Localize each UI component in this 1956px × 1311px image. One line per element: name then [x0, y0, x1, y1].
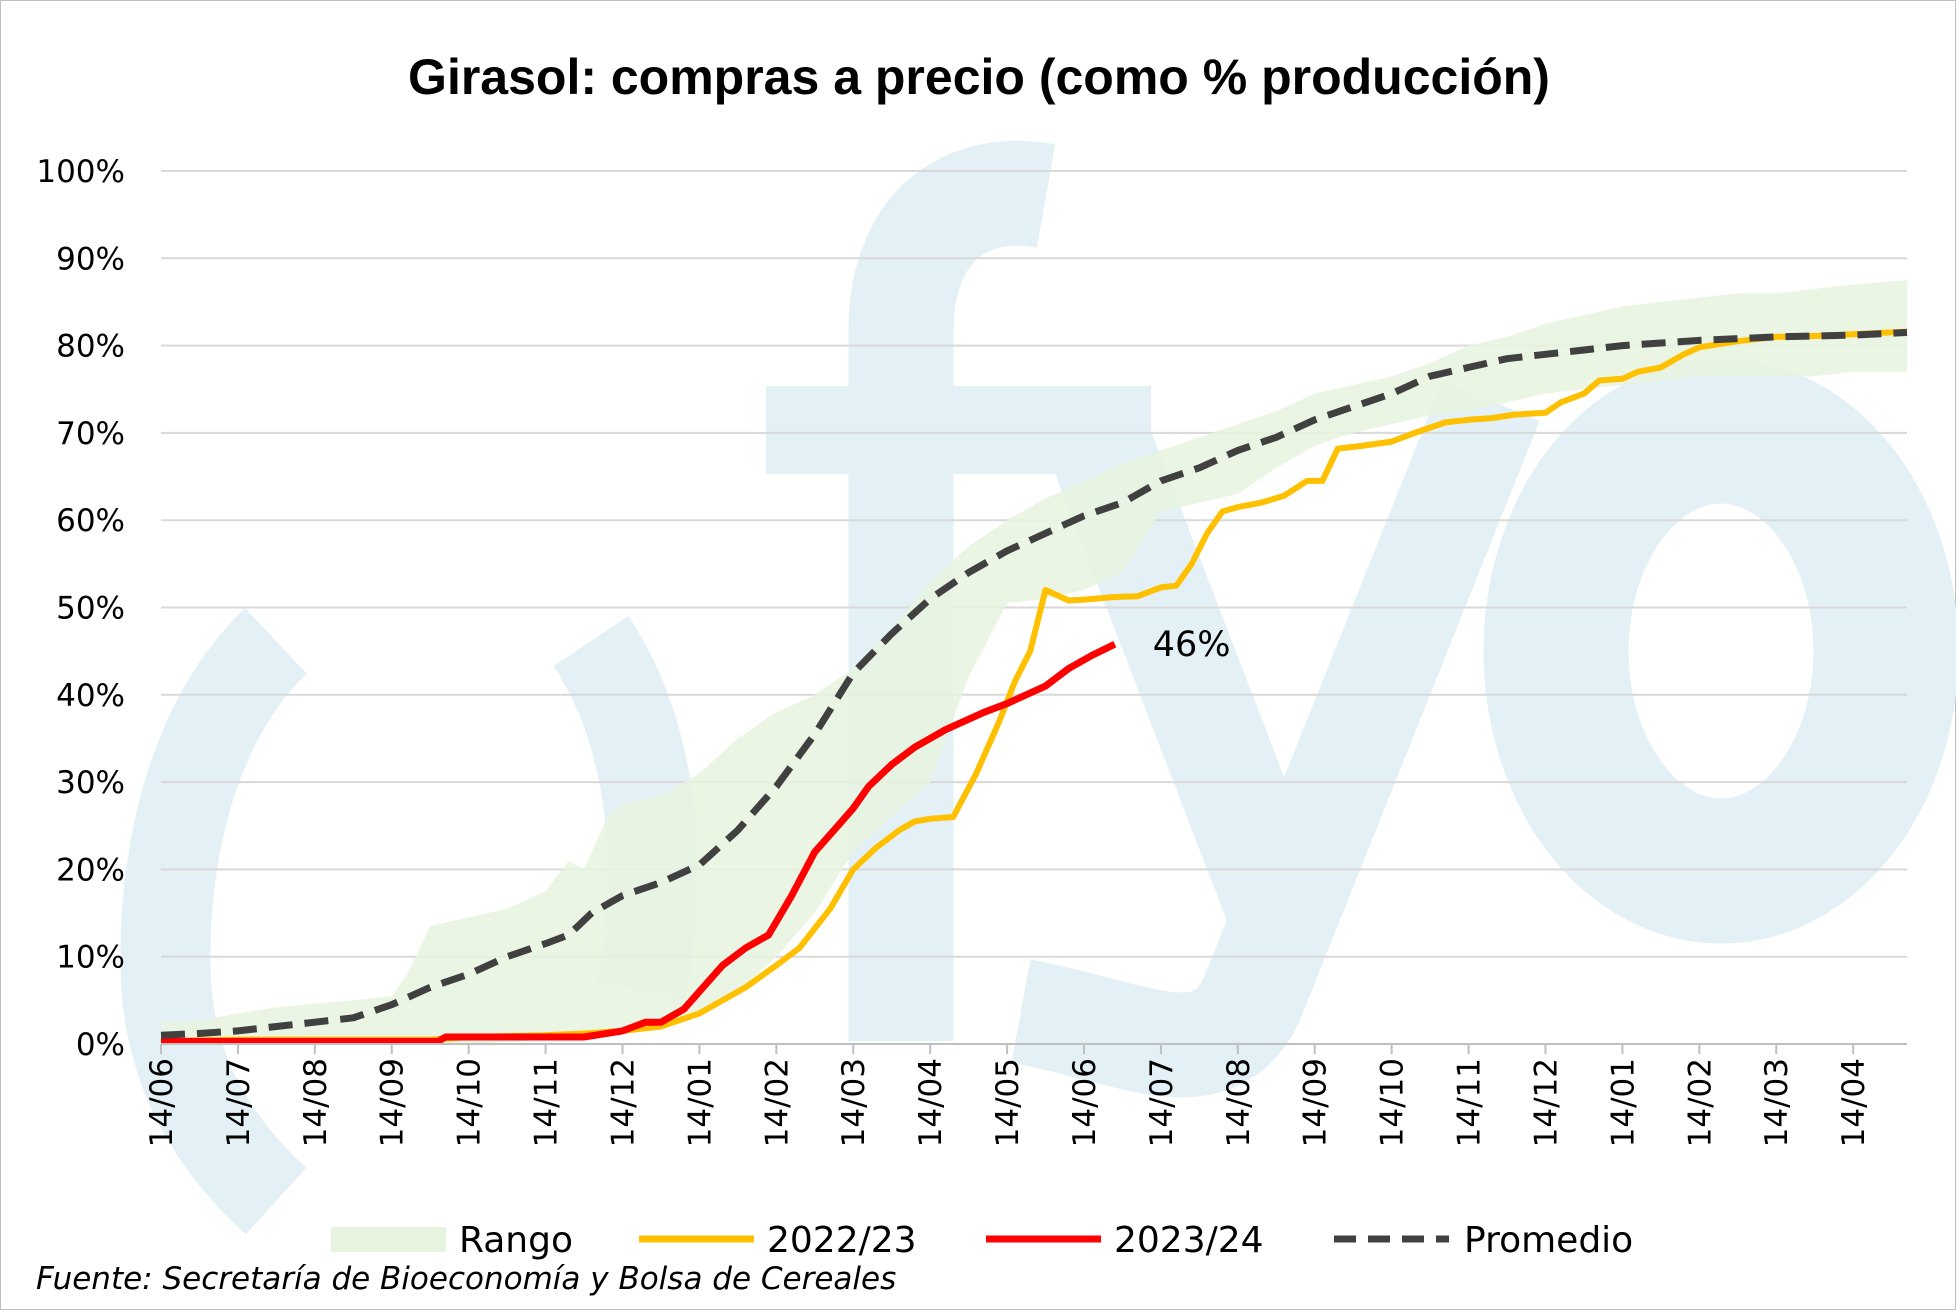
y-tick-label: 30%	[56, 765, 125, 801]
y-axis: 0% 10% 20% 30% 40% 50% 60% 70% 80% 90% 100%	[36, 154, 125, 1063]
x-tick-label: 14/09	[1298, 1058, 1334, 1147]
x-tick-label: 14/01	[1605, 1058, 1641, 1147]
x-tick-label: 14/02	[759, 1058, 795, 1147]
x-tick-label: 14/08	[298, 1058, 334, 1147]
x-axis: 14/06 14/07 14/08 14/09 14/10 14/11 14/12 14/01…	[144, 1043, 1907, 1147]
x-tick-label: 14/02	[1682, 1058, 1718, 1147]
legend-label-rango: Rango	[459, 1220, 573, 1261]
series-2022-23-line	[160, 328, 1908, 1045]
x-tick-label: 14/10	[1375, 1058, 1411, 1147]
x-tick-label: 14/10	[452, 1058, 488, 1147]
y-tick-label: 100%	[36, 154, 125, 190]
x-tick-label: 14/08	[1221, 1058, 1257, 1147]
x-tick-label: 14/11	[1452, 1058, 1488, 1147]
y-tick-label: 0%	[76, 1027, 125, 1063]
x-tick-label: 14/01	[682, 1058, 718, 1147]
x-tick-label: 14/09	[375, 1058, 411, 1147]
x-tick-label: 14/12	[605, 1058, 641, 1147]
chart-title: Girasol: compras a precio (como % produc…	[408, 49, 1550, 105]
x-tick-label: 14/03	[836, 1058, 872, 1147]
y-tick-label: 90%	[56, 241, 125, 277]
legend-label-2022-23: 2022/23	[767, 1220, 917, 1261]
y-tick-label: 70%	[56, 416, 125, 452]
legend-label-2023-24: 2023/24	[1114, 1220, 1264, 1261]
x-tick-label: 14/05	[990, 1058, 1026, 1147]
x-tick-label: 14/06	[1067, 1058, 1103, 1147]
y-tick-label: 20%	[56, 852, 125, 888]
legend: Rango 2022/23 2023/24 Promedio	[331, 1220, 1633, 1261]
series-promedio-line	[160, 329, 1908, 1039]
y-tick-label: 50%	[56, 591, 125, 627]
annotation-46-percent: 46%	[1153, 625, 1231, 665]
y-tick-label: 40%	[56, 678, 125, 714]
x-tick-label: 14/04	[1836, 1058, 1872, 1147]
series-2023-24-line	[161, 641, 1117, 1045]
x-tick-label: 14/11	[529, 1058, 565, 1147]
x-tick-label: 14/07	[1144, 1058, 1180, 1147]
legend-label-promedio: Promedio	[1464, 1220, 1633, 1261]
y-tick-label: 60%	[56, 503, 125, 539]
legend-swatch-rango	[331, 1227, 446, 1252]
x-tick-label: 14/04	[913, 1058, 949, 1147]
x-tick-label: 14/03	[1759, 1058, 1795, 1147]
y-tick-label: 80%	[56, 329, 125, 365]
x-tick-label: 14/07	[221, 1058, 257, 1147]
x-tick-label: 14/12	[1528, 1058, 1564, 1147]
series-rango-band	[161, 280, 1907, 1045]
y-tick-label: 10%	[56, 940, 125, 976]
x-tick-label: 14/06	[144, 1058, 180, 1147]
plot-area	[160, 280, 1908, 1045]
source-note: Fuente: Secretaría de Bioeconomía y Bols…	[36, 1261, 896, 1297]
